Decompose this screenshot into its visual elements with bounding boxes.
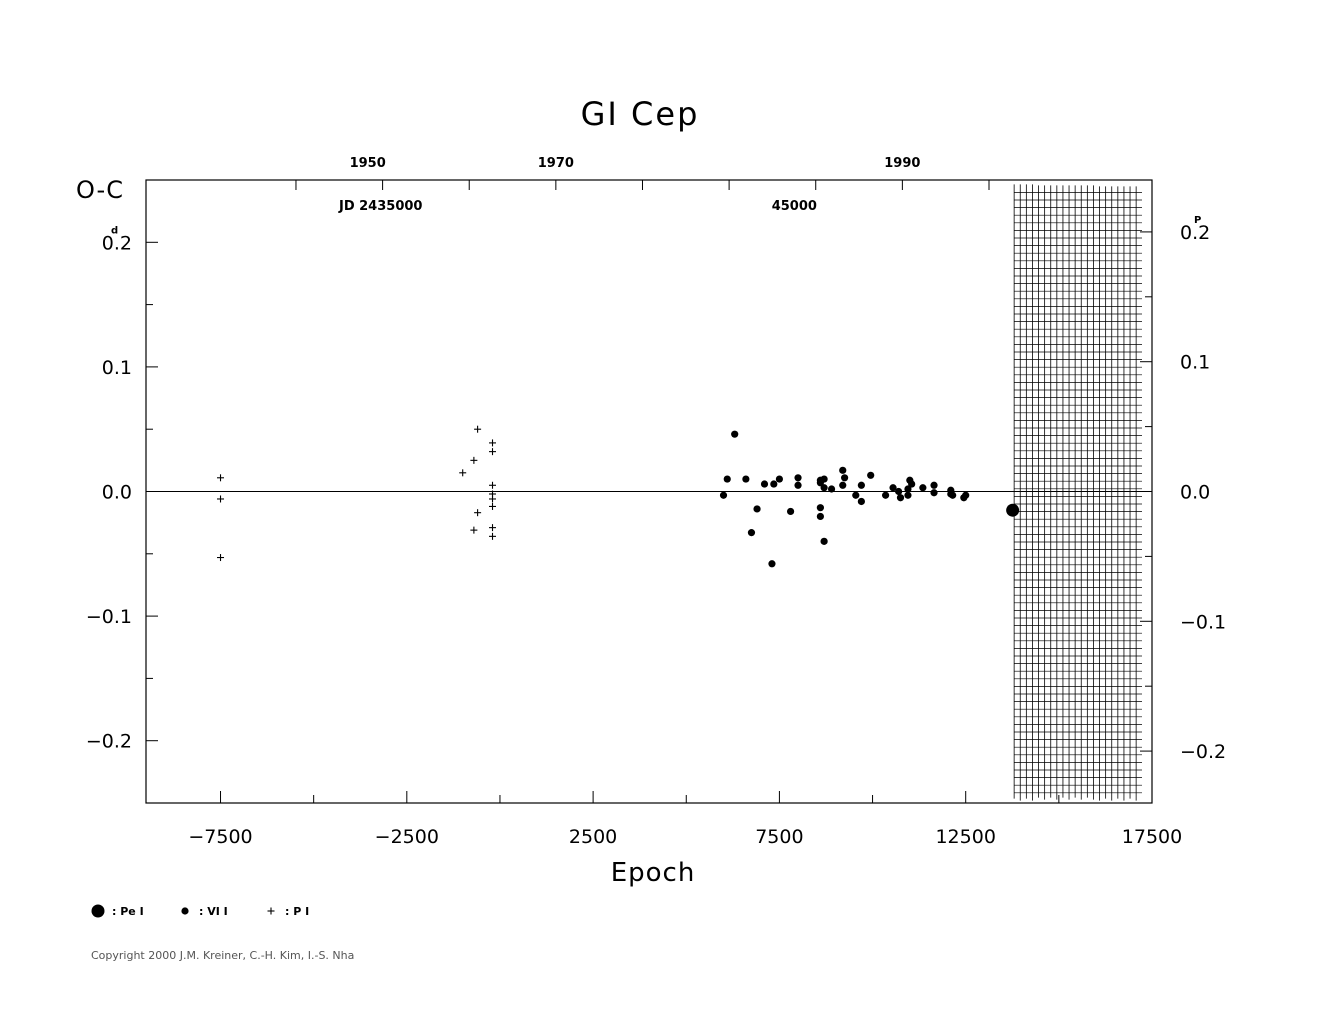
legend-marker-p bbox=[267, 907, 275, 915]
top-year-label: 1970 bbox=[538, 156, 574, 171]
hatched-region bbox=[1013, 184, 1142, 801]
point-p bbox=[470, 456, 478, 464]
legend-marker-pe bbox=[91, 904, 105, 918]
x-tick-label: 7500 bbox=[755, 826, 803, 848]
y-tick-label-left: −0.1 bbox=[86, 606, 132, 628]
point-vi bbox=[786, 507, 795, 516]
data-points bbox=[217, 425, 1020, 568]
jd-label: 45000 bbox=[772, 199, 817, 214]
legend-label: : Pe I bbox=[112, 905, 144, 918]
point-vi bbox=[820, 475, 828, 483]
point-vi bbox=[895, 487, 903, 496]
y-tick-label-right: 0.2 bbox=[1180, 222, 1210, 244]
point-vi bbox=[857, 481, 865, 489]
x-axis-label: Epoch bbox=[611, 858, 696, 888]
top-year-label: 1950 bbox=[350, 156, 386, 171]
x-tick-label: 2500 bbox=[569, 826, 617, 848]
point-vi bbox=[839, 466, 847, 474]
point-p bbox=[489, 524, 497, 532]
point-vi bbox=[827, 485, 836, 493]
point-p bbox=[489, 481, 497, 489]
y-tick-label-right: −0.1 bbox=[1180, 611, 1226, 633]
point-p bbox=[474, 425, 482, 433]
legend-marker-vi bbox=[181, 907, 189, 915]
point-p bbox=[217, 474, 225, 482]
y-tick-label-right: 0.0 bbox=[1180, 482, 1210, 504]
point-vi bbox=[768, 560, 776, 568]
point-vi bbox=[760, 480, 769, 488]
x-tick-label: 12500 bbox=[935, 826, 995, 848]
x-tick-label: 17500 bbox=[1122, 826, 1182, 848]
point-vi bbox=[742, 475, 750, 483]
point-vi bbox=[816, 504, 824, 512]
point-vi bbox=[731, 430, 739, 438]
axis-ticks bbox=[146, 179, 1153, 804]
point-vi bbox=[775, 475, 784, 483]
x-tick-label: −7500 bbox=[188, 826, 252, 848]
point-vi bbox=[719, 491, 728, 499]
point-vi bbox=[723, 475, 731, 483]
y-tick-label-left: 0.1 bbox=[102, 357, 132, 379]
point-vi bbox=[896, 494, 905, 502]
point-vi bbox=[904, 485, 912, 493]
point-p bbox=[489, 495, 497, 503]
y-axis-label: O-C bbox=[76, 176, 124, 204]
point-p bbox=[489, 502, 497, 510]
point-vi bbox=[770, 480, 778, 488]
point-p bbox=[489, 448, 497, 456]
copyright-text: Copyright 2000 J.M. Kreiner, C.-H. Kim, … bbox=[91, 949, 355, 962]
point-vi bbox=[857, 497, 865, 506]
point-vi bbox=[753, 505, 761, 513]
chart-title: GI Cep bbox=[581, 95, 700, 133]
point-vi bbox=[930, 481, 938, 489]
point-vi bbox=[816, 512, 824, 521]
point-vi bbox=[867, 471, 875, 479]
point-vi bbox=[839, 481, 847, 489]
point-vi bbox=[889, 484, 897, 492]
point-vi bbox=[904, 491, 912, 499]
jd-label: JD 2435000 bbox=[338, 199, 422, 214]
y-unit-left: d bbox=[111, 225, 118, 236]
point-p bbox=[459, 469, 467, 477]
point-vi bbox=[841, 474, 849, 482]
point-vi bbox=[820, 537, 828, 545]
point-vi bbox=[908, 480, 916, 488]
legend-label: : P I bbox=[285, 905, 309, 918]
top-year-label: 1990 bbox=[884, 156, 920, 171]
point-vi bbox=[962, 491, 970, 499]
legend-label: : VI I bbox=[199, 905, 228, 918]
tick-labels: −7500 −2500 2500 7500 12500 17500 0.2 0.1 0.0 −0.… bbox=[86, 156, 1226, 848]
y-unit-right: P bbox=[1194, 215, 1201, 226]
y-tick-label-left: 0.2 bbox=[102, 232, 132, 254]
point-vi bbox=[794, 481, 802, 489]
point-vi bbox=[852, 491, 860, 499]
point-vi bbox=[919, 484, 927, 492]
point-vi bbox=[820, 484, 828, 492]
point-pe bbox=[1006, 503, 1020, 517]
y-tick-label-right: 0.1 bbox=[1180, 352, 1210, 374]
point-p bbox=[470, 526, 478, 534]
point-p bbox=[489, 532, 497, 540]
point-vi bbox=[949, 491, 957, 499]
y-tick-label-left: −0.2 bbox=[86, 731, 132, 753]
point-p bbox=[474, 509, 482, 517]
point-vi bbox=[747, 529, 756, 537]
point-p bbox=[217, 495, 225, 503]
point-p bbox=[217, 554, 225, 562]
y-tick-label-right: −0.2 bbox=[1180, 741, 1226, 763]
x-tick-label: −2500 bbox=[375, 826, 439, 848]
point-vi bbox=[930, 489, 938, 497]
point-vi bbox=[794, 474, 802, 482]
y-tick-label-left: 0.0 bbox=[102, 482, 132, 504]
point-p bbox=[489, 439, 497, 447]
legend: : Pe I : VI I : P I bbox=[91, 904, 309, 918]
point-vi bbox=[881, 491, 890, 499]
